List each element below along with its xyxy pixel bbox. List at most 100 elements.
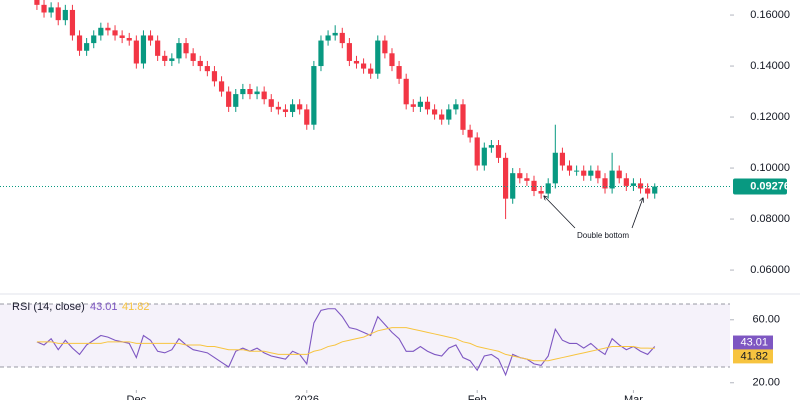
x-tick-label: Dec (127, 394, 147, 400)
candle-body (517, 173, 523, 179)
x-tick-label: Mar (624, 394, 643, 400)
candle-body (254, 91, 260, 95)
candle-body (325, 35, 331, 41)
candle-body (460, 104, 466, 130)
candle-body (531, 180, 537, 192)
candle-body (524, 178, 530, 181)
candle-body (630, 183, 637, 186)
y-tick-label: 0.08000 (750, 213, 790, 225)
last-price-label: 0.09276 (750, 180, 790, 192)
candle-body (424, 101, 431, 110)
y-tick-label: 20.00 (752, 377, 780, 389)
candle-body (190, 53, 196, 61)
candle-body (126, 37, 132, 41)
arrow (631, 198, 643, 229)
candle-body (637, 183, 644, 189)
candle-body (289, 104, 296, 112)
candle-body (34, 0, 40, 5)
candle-body (211, 71, 218, 82)
candle-body (481, 147, 487, 166)
rsi-line (36, 327, 655, 362)
candle-body (119, 35, 125, 38)
candle-body (588, 170, 594, 176)
candle-body (275, 106, 281, 110)
candle-body (176, 43, 182, 59)
candle-body (368, 68, 374, 74)
y-tick-label: 0.16000 (750, 9, 790, 21)
candle-body (155, 40, 161, 56)
candle-body (332, 32, 338, 36)
candle-body (503, 157, 509, 199)
candle-body (446, 109, 452, 120)
candle-body (91, 35, 97, 44)
legend-value: 43.01 (90, 301, 118, 313)
candle-body (226, 91, 232, 107)
candle-body (375, 40, 381, 74)
candle-body (403, 78, 409, 105)
candle-body (282, 109, 289, 112)
candle-body (410, 104, 416, 107)
candle-body (495, 145, 502, 158)
candle-body (474, 137, 480, 166)
candle-body (595, 170, 601, 179)
candle-body (147, 35, 154, 41)
candle-body (140, 35, 147, 64)
y-tick-label: 60.00 (752, 314, 780, 326)
last-price-box (733, 178, 787, 195)
candle-body (48, 7, 54, 13)
value-box-label: 43.01 (740, 336, 768, 348)
candle-body (574, 170, 580, 172)
candle-body (566, 165, 573, 171)
value-box-label: 41.82 (740, 350, 768, 362)
candle-body (41, 4, 47, 13)
candle-body (218, 81, 225, 92)
candle-body (581, 170, 587, 176)
candle-body (240, 89, 246, 95)
y-tick-label: 0.14000 (750, 60, 790, 72)
candle-body (431, 109, 438, 115)
candle-body (268, 99, 274, 107)
candle-body (559, 152, 566, 166)
candle-body (339, 32, 345, 44)
candle-body (62, 9, 68, 21)
y-tick-label: 0.06000 (750, 264, 790, 276)
candle-body (261, 91, 267, 100)
candle-body (247, 89, 253, 95)
candle-body (55, 7, 61, 21)
candle-body (439, 114, 445, 120)
legend-value: 41.82 (122, 301, 150, 313)
candle-body (467, 129, 473, 138)
candle-body (84, 43, 90, 51)
candle-body (105, 27, 111, 31)
candle-body (360, 63, 367, 69)
candle-body (353, 60, 360, 64)
candle-body (389, 53, 395, 67)
candle-body (346, 43, 352, 61)
candle-body (311, 66, 317, 125)
candle-body (204, 66, 210, 72)
y-tick-label: 0.10000 (750, 162, 790, 174)
candle-body (112, 30, 118, 36)
candle-body (69, 9, 76, 36)
candle-body (453, 104, 459, 110)
candle-body (510, 173, 516, 199)
x-tick-label: 2026 (295, 394, 319, 400)
candle-body (76, 35, 83, 51)
y-tick-label: 0.12000 (750, 111, 790, 123)
candle-body (183, 43, 189, 54)
candle-body (609, 170, 615, 189)
candle-body (233, 94, 239, 107)
rsi-band (0, 304, 730, 368)
value-box (733, 335, 773, 350)
value-box (733, 349, 773, 364)
candle-body (602, 178, 608, 189)
candle-body (133, 40, 139, 64)
candle-body (545, 183, 551, 194)
rsi-line (36, 308, 656, 377)
candle-body (98, 27, 104, 36)
arrow (544, 196, 576, 229)
candle-body (197, 60, 203, 67)
candle-body (304, 109, 310, 125)
